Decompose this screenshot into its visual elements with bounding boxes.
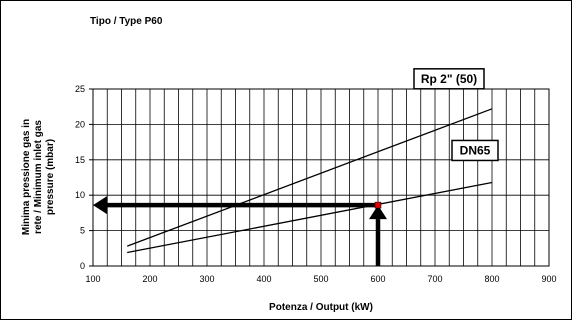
y-axis-label-line-2: rete / Minimum inlet gas (33, 120, 44, 234)
operating-point-marker (374, 201, 382, 209)
series-label-box-2 (451, 139, 499, 162)
y-axis-label-line-3: pressure (mbar) (45, 139, 56, 215)
y-tick-label: 5 (80, 226, 85, 236)
y-tick-label: 0 (80, 261, 85, 271)
y-tick-label: 15 (75, 155, 85, 165)
series-line-2 (127, 181, 493, 254)
y-tick-label: 10 (75, 190, 85, 200)
vertical-arrow-head (369, 205, 387, 220)
horizontal-arrow-shaft (107, 202, 378, 208)
tick-labels: 100 200 300 400 500 600 700 800 900 0 5 10 15 20 25 (75, 84, 557, 284)
x-tick-label: 600 (370, 274, 385, 284)
chart-title: Tipo / Type P60 (90, 16, 163, 27)
x-tick-label: 500 (313, 274, 328, 284)
series-labels: Rp 2" (50) DN65 (413, 68, 499, 162)
x-tick-label: 800 (484, 274, 499, 284)
x-tick-label: 400 (256, 274, 271, 284)
y-tick-label: 20 (75, 119, 85, 129)
y-axis-label-line-1: Minima pressione gas in (21, 119, 32, 235)
x-tick-label: 900 (541, 274, 556, 284)
x-axis-label: Potenza / Output (kW) (269, 302, 373, 313)
y-axis-label-group: Minima pressione gas in rete / Minimum i… (21, 119, 56, 235)
series-label-box-1 (413, 68, 485, 90)
plot-area: 100 200 300 400 500 600 700 800 900 0 5 10 15 20 25 Rp… (75, 68, 557, 284)
x-tick-label: 100 (85, 274, 100, 284)
annotations (93, 196, 387, 266)
vertical-arrow-shaft (375, 219, 381, 266)
series-label-2: DN65 (460, 143, 491, 157)
series-label-1: Rp 2" (50) (421, 72, 477, 86)
y-tick-label: 25 (75, 84, 85, 94)
horizontal-arrow-head (93, 196, 107, 215)
x-tick-label: 300 (199, 274, 214, 284)
series (126, 108, 493, 254)
x-tick-label: 700 (427, 274, 442, 284)
x-tick-label: 200 (142, 274, 157, 284)
series-line-1 (126, 108, 493, 247)
